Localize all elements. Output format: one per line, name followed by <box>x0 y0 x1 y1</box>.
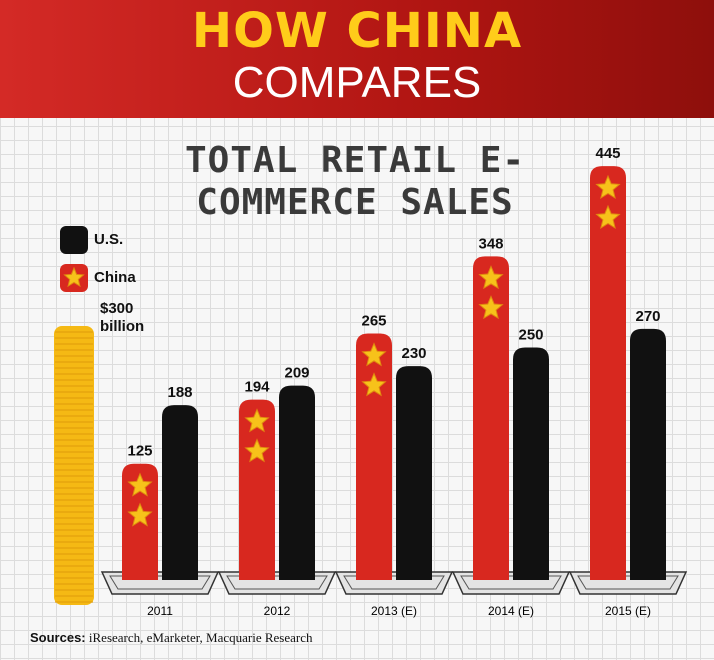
value-label: 194 <box>244 379 270 396</box>
sources-text: iResearch, eMarketer, Macquarie Research <box>88 630 313 645</box>
tray <box>334 571 454 595</box>
sources-label: Sources: <box>30 630 86 645</box>
star-icon <box>244 438 270 463</box>
tray <box>451 571 571 595</box>
legend-label: U.S. <box>94 231 123 248</box>
sources: Sources: iResearch, eMarketer, Macquarie… <box>30 630 313 646</box>
bar <box>630 328 666 580</box>
bar <box>396 366 432 580</box>
bar <box>239 399 275 580</box>
bar <box>473 256 509 580</box>
scale-reference <box>54 326 94 605</box>
star-icon <box>361 372 387 397</box>
x-tick-label: 2012 <box>264 604 291 618</box>
header: HOW CHINA COMPARES <box>0 0 714 118</box>
star-icon <box>478 265 504 290</box>
star-icon <box>361 342 387 367</box>
value-label: 230 <box>401 345 426 362</box>
bar <box>356 333 392 580</box>
value-label: 348 <box>478 235 503 252</box>
legend-label: China <box>94 269 136 286</box>
header-subtitle: COMPARES <box>232 58 482 107</box>
bar <box>122 463 158 580</box>
bar <box>513 347 549 580</box>
star-icon <box>127 472 153 497</box>
bar <box>162 405 198 580</box>
value-label: 209 <box>284 365 309 382</box>
star-icon <box>595 204 621 229</box>
value-label: 125 <box>127 443 152 460</box>
value-label: 250 <box>518 326 543 343</box>
value-label: 445 <box>595 145 620 162</box>
tray <box>217 571 337 595</box>
x-tick-label: 2015 (E) <box>605 604 651 618</box>
star-icon <box>244 408 270 433</box>
legend-swatch <box>60 226 88 254</box>
x-tick-label: 2011 <box>147 604 173 618</box>
tray <box>100 571 220 595</box>
star-icon <box>595 174 621 199</box>
x-tick-label: 2014 (E) <box>488 604 534 618</box>
x-tick-label: 2013 (E) <box>371 604 417 618</box>
star-icon <box>127 502 153 527</box>
value-label: 265 <box>361 313 386 330</box>
bar <box>590 166 626 580</box>
star-icon <box>63 266 85 288</box>
header-title: HOW CHINA <box>191 3 523 59</box>
tray <box>568 571 688 595</box>
scale-label: $300 billion <box>100 300 145 335</box>
bar <box>279 385 315 580</box>
chart-title: TOTAL RETAIL E-COMMERCE SALES <box>184 140 526 223</box>
star-icon <box>478 295 504 320</box>
value-label: 188 <box>167 384 192 401</box>
value-label: 270 <box>635 308 660 325</box>
